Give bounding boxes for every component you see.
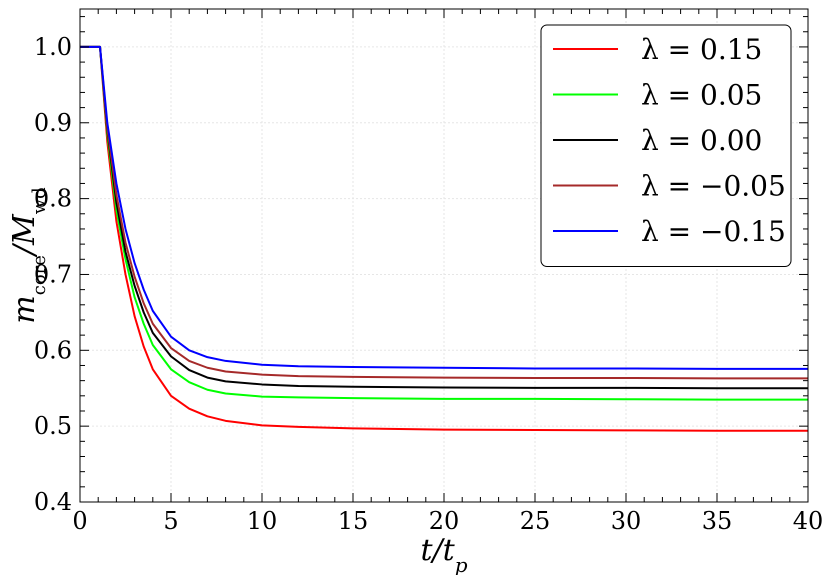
legend-label: λ = 0.00 [641,124,762,157]
axis-ticks [79,9,809,503]
y-tick-label: 0.7 [34,260,72,288]
y-axis-label-sub-wd: wd [29,187,50,214]
series-line [80,45,808,380]
x-tick-label: 15 [338,507,369,535]
x-tick-label: 20 [429,507,460,535]
y-axis-label-m: m [7,295,42,323]
x-tick-label: 30 [611,507,642,535]
x-axis-label-t: t/t [420,533,455,568]
y-axis-label-sub-core: core [29,255,50,295]
legend-label: λ = −0.15 [641,215,786,248]
y-axis-label-slash: /M [7,213,42,258]
y-tick-label: 0.6 [34,336,72,364]
series-line [80,45,808,370]
x-tick-label: 0 [72,507,87,535]
legend: λ = 0.15 λ = 0.05 λ = 0.00 λ = −0.05 λ = −0.… [540,24,792,267]
series-line [80,45,808,401]
y-tick-label: 0.9 [34,109,72,137]
legend-box [540,24,792,267]
x-tick-label: 10 [247,507,278,535]
y-tick-label: 0.8 [34,185,72,213]
x-tick-label: 35 [702,507,733,535]
series-lines [80,45,808,432]
y-tick-label: 0.5 [34,412,72,440]
legend-label: λ = −0.05 [641,170,786,203]
y-tick-label: 1.0 [34,33,72,61]
y-tick-label: 0.4 [34,488,72,516]
legend-label: λ = 0.05 [641,79,762,112]
x-axis-label: t/tp [420,533,467,575]
series-line [80,45,808,432]
x-tick-label: 5 [163,507,178,535]
series-line [80,45,808,390]
x-tick-label: 25 [520,507,551,535]
legend-label: λ = 0.15 [641,33,762,66]
y-axis-label: mcore/Mwd [7,187,50,323]
x-tick-label: 40 [793,507,824,535]
axis-tick-labels: 0 5 10 15 20 25 30 35 40 0.4 0.5 0.6 0.7 0.8 0.9 1.0 [34,33,823,535]
x-axis-label-subscript: p [455,553,468,575]
